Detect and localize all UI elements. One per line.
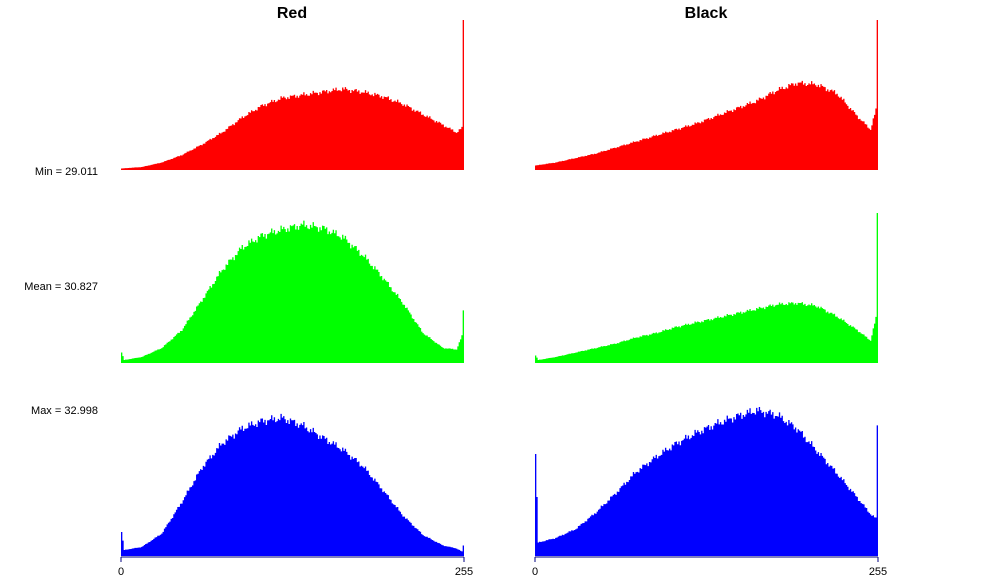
x-tick-label-0-black: 0 [532, 566, 538, 578]
min-stat-label: Min = 29.011 [35, 166, 98, 178]
mean-stat-label: Mean = 30.827 [24, 281, 98, 293]
histogram-black-red [535, 20, 878, 170]
histogram-red-red [121, 20, 464, 170]
histogram-red-green [121, 220, 464, 363]
histogram-black-green [535, 213, 878, 363]
histogram-black-blue [535, 407, 878, 556]
x-tick-label-0-red: 0 [118, 566, 124, 578]
column-title-red: Red [277, 5, 307, 22]
x-tick-label-255-black: 255 [869, 566, 887, 578]
column-title-black: Black [685, 5, 728, 22]
max-stat-label: Max = 32.998 [31, 405, 98, 417]
histogram-red-blue [121, 413, 464, 556]
x-tick-label-255-red: 255 [455, 566, 473, 578]
histogram-panels [121, 20, 878, 556]
